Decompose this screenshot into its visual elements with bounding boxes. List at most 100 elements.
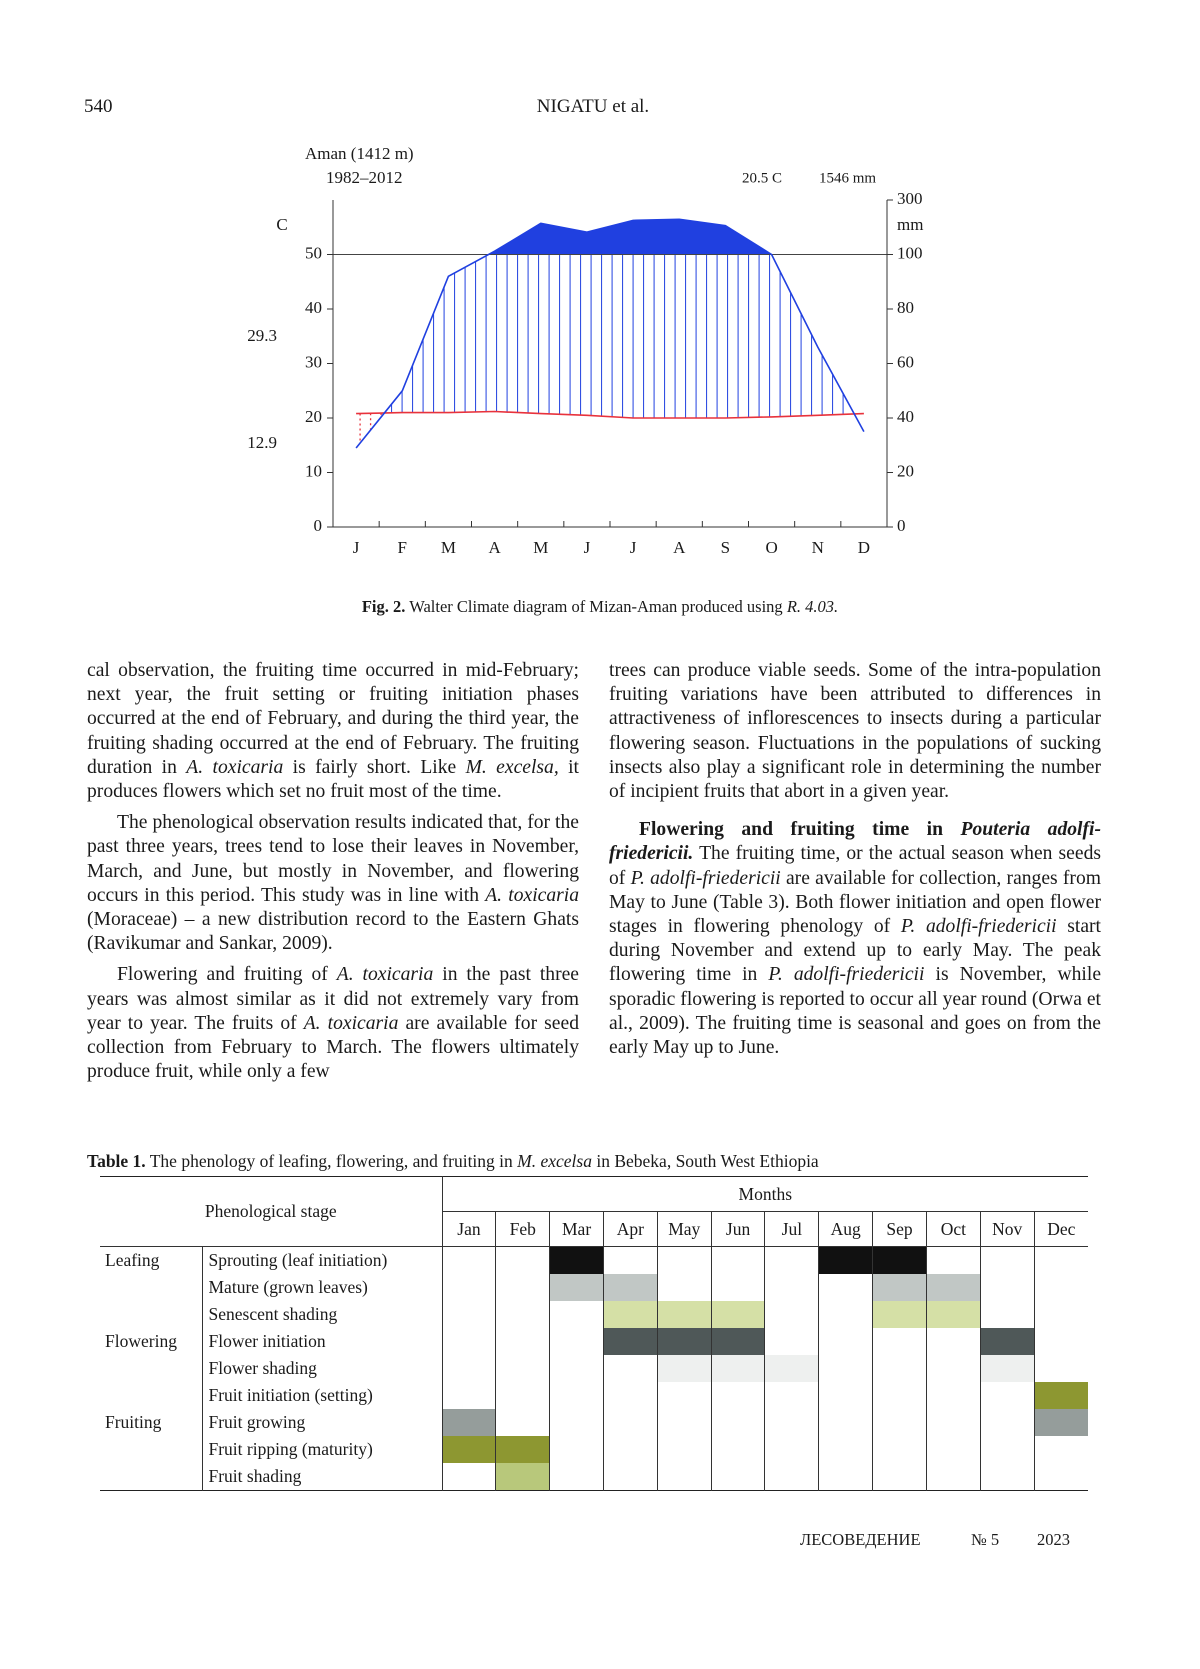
text: is fairly short. Like: [283, 757, 465, 778]
stage-label: Mature (grown leaves): [202, 1274, 442, 1301]
phase-cell: [980, 1301, 1034, 1328]
x-tick-label: J: [584, 538, 591, 557]
y-tick-label: 20: [305, 407, 322, 426]
caption-software: R. 4.03.: [787, 597, 838, 616]
species: A. toxicaria: [304, 1013, 399, 1034]
text: The phenology of leafing, flowering, and…: [146, 1151, 517, 1171]
phase-cell: [1034, 1436, 1088, 1463]
phase-cell: [1034, 1355, 1088, 1382]
phase-cell: [873, 1247, 927, 1275]
phase-cell: [926, 1328, 980, 1355]
phase-cell: [496, 1409, 550, 1436]
period: 1982–2012: [326, 168, 403, 187]
phase-cell: [604, 1328, 658, 1355]
month-header: Jun: [711, 1212, 765, 1247]
table-row: Fruit shading: [100, 1463, 1088, 1491]
phenology-table: Phenological stageMonths JanFebMarAprMay…: [100, 1176, 1088, 1491]
station: Aman (1412 m): [305, 144, 414, 163]
phase-cell: [711, 1463, 765, 1491]
y-tick-label: 10: [305, 461, 322, 480]
phase-cell: [604, 1274, 658, 1301]
phase-cell: [1034, 1382, 1088, 1409]
phase-cell: [980, 1436, 1034, 1463]
species: A. toxicaria: [186, 757, 283, 778]
phase-cell: [496, 1463, 550, 1491]
phase-cell: [819, 1301, 873, 1328]
y-tick-label: 0: [314, 516, 323, 535]
x-tick-label: M: [441, 538, 456, 557]
stage-label: Fruit shading: [202, 1463, 442, 1491]
phase-cell: [657, 1301, 711, 1328]
phase-cell: [765, 1409, 819, 1436]
phase-cell: [873, 1436, 927, 1463]
phase-cell: [550, 1247, 604, 1275]
species: A. toxicaria: [337, 964, 434, 985]
phase-cell: [980, 1355, 1034, 1382]
stage-label: Fruit growing: [202, 1409, 442, 1436]
phase-cell: [496, 1328, 550, 1355]
text: in Bebeka, South West Ethiopia: [592, 1151, 819, 1171]
phase-cell: [926, 1409, 980, 1436]
phase-cell: [496, 1274, 550, 1301]
phase-cell: [711, 1355, 765, 1382]
table-row: LeafingSprouting (leaf initiation): [100, 1247, 1088, 1275]
stage-label: Senescent shading: [202, 1301, 442, 1328]
table-row: FruitingFruit growing: [100, 1409, 1088, 1436]
phase-cell: [604, 1355, 658, 1382]
phase-cell: [980, 1409, 1034, 1436]
phase-cell: [604, 1382, 658, 1409]
x-tick-label: J: [353, 538, 360, 557]
phase-cell: [926, 1463, 980, 1491]
month-header: Feb: [496, 1212, 550, 1247]
phase-cell: [873, 1409, 927, 1436]
annotation: 12.9: [247, 433, 277, 452]
phase-cell: [550, 1382, 604, 1409]
phase-cell: [550, 1436, 604, 1463]
phase-cell: [873, 1301, 927, 1328]
x-tick-label: N: [812, 538, 824, 557]
phase-cell: [442, 1409, 496, 1436]
phase-cell: [442, 1436, 496, 1463]
phase-cell: [604, 1436, 658, 1463]
phase-cell: [442, 1463, 496, 1491]
phase-cell: [926, 1436, 980, 1463]
mean-temperature: 20.5 C: [742, 170, 782, 186]
phase-cell: [873, 1463, 927, 1491]
phase-cell: [926, 1355, 980, 1382]
phase-cell: [711, 1274, 765, 1301]
group-label: Fruiting: [100, 1409, 202, 1491]
stage-header: Phenological stage: [100, 1177, 442, 1247]
phase-cell: [873, 1382, 927, 1409]
phase-cell: [980, 1274, 1034, 1301]
paragraph: The phenological observation results ind…: [87, 811, 579, 956]
x-tick-label: J: [630, 538, 637, 557]
phase-cell: [496, 1382, 550, 1409]
group-label: Flowering: [100, 1328, 202, 1409]
species: P. adolfi-friedericii: [901, 916, 1057, 937]
paragraph: trees can produce viable seeds. Some of …: [609, 659, 1101, 804]
phase-cell: [980, 1382, 1034, 1409]
phase-cell: [711, 1382, 765, 1409]
phase-cell: [550, 1409, 604, 1436]
climate-diagram: Aman (1412 m) 1982–2012 20.5 C 1546 mm C…: [0, 0, 1200, 590]
species: M. excelsa,: [466, 757, 559, 778]
y2-tick-label: 0: [897, 516, 906, 535]
phase-cell: [496, 1301, 550, 1328]
phase-cell: [550, 1463, 604, 1491]
phase-cell: [442, 1382, 496, 1409]
phase-cell: [657, 1382, 711, 1409]
species: P. adolfi-friedericii: [631, 868, 781, 889]
phase-cell: [765, 1355, 819, 1382]
annual-precipitation: 1546 mm: [819, 170, 876, 186]
table-row: Flower shading: [100, 1355, 1088, 1382]
y2-tick-label: 300: [897, 189, 923, 208]
species: M. excelsa: [517, 1151, 592, 1171]
phase-cell: [657, 1247, 711, 1275]
phase-cell: [1034, 1301, 1088, 1328]
paragraph: Flowering and fruiting of A. toxicaria i…: [87, 963, 579, 1084]
phase-cell: [765, 1274, 819, 1301]
phase-cell: [980, 1463, 1034, 1491]
y2-tick-label: 80: [897, 298, 914, 317]
months-header: Months: [442, 1177, 1088, 1212]
phase-cell: [496, 1247, 550, 1275]
